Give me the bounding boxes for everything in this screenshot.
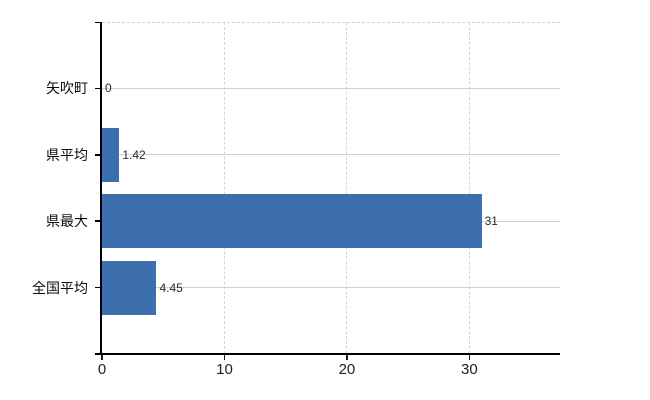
x-axis-tick bbox=[101, 355, 103, 360]
category-label: 矢吹町 bbox=[46, 80, 88, 97]
y-axis-tick bbox=[95, 220, 102, 222]
category-label: 県最大 bbox=[46, 213, 88, 230]
y-axis-line bbox=[100, 22, 102, 354]
vertical-gridline bbox=[223, 22, 225, 354]
x-axis-tick bbox=[346, 355, 348, 360]
x-axis-tick-label: 20 bbox=[338, 361, 356, 378]
bar-全国平均 bbox=[102, 260, 157, 315]
horizontal-gridline bbox=[102, 154, 560, 156]
bar-県平均 bbox=[102, 127, 120, 182]
y-axis-edge-tick bbox=[95, 21, 102, 23]
bar-value-label: 4.45 bbox=[159, 280, 183, 295]
category-label: 県平均 bbox=[46, 146, 88, 163]
y-axis-tick bbox=[95, 87, 102, 90]
x-axis-tick-label: 0 bbox=[97, 361, 107, 378]
horizontal-gridline bbox=[102, 87, 560, 89]
vertical-gridline bbox=[468, 22, 470, 354]
x-axis-tick bbox=[468, 355, 471, 360]
y-axis-tick bbox=[95, 286, 102, 289]
bar-value-label: 0 bbox=[105, 81, 112, 96]
y-axis-tick bbox=[95, 154, 102, 156]
bar-value-label: 1.42 bbox=[122, 147, 146, 162]
x-axis-tick bbox=[223, 355, 226, 360]
x-axis-tick-label: 10 bbox=[216, 361, 233, 378]
plot-top-border bbox=[102, 22, 560, 23]
horizontal-gridline bbox=[102, 287, 560, 289]
x-axis-line bbox=[95, 353, 560, 355]
bar-value-label: 31 bbox=[484, 214, 498, 229]
plot-area: 0 1.42 31 4.45 bbox=[102, 22, 560, 354]
vertical-gridline bbox=[346, 22, 348, 354]
bar-県最大 bbox=[102, 194, 482, 249]
category-label: 全国平均 bbox=[32, 279, 88, 296]
x-axis-tick-label: 30 bbox=[461, 361, 478, 378]
